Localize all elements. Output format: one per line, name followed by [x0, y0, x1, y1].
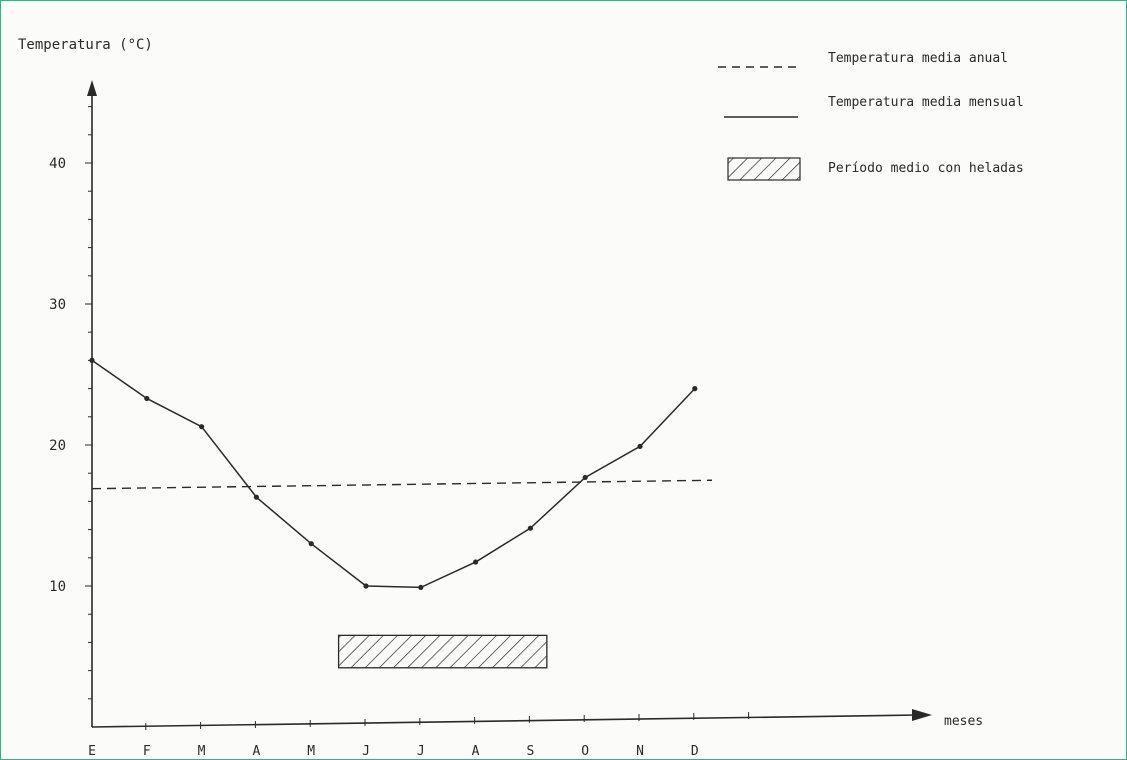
monthly-point	[582, 474, 588, 481]
x-tick-label: D	[691, 744, 699, 759]
axes	[87, 80, 932, 728]
x-tick-label: E	[88, 744, 96, 759]
x-tick-label: S	[526, 744, 534, 759]
legend-label-annual: Temperatura media anual	[828, 51, 1008, 66]
monthly-mean-line	[91, 359, 696, 589]
x-tick-label: J	[362, 744, 370, 759]
monthly-point	[144, 395, 150, 402]
monthly-point	[527, 525, 534, 531]
monthly-point	[418, 584, 424, 591]
x-tick-label: J	[417, 744, 425, 759]
y-tick-label: 30	[49, 297, 66, 313]
legend: Temperatura media anual Temperatura medi…	[718, 51, 1024, 181]
monthly-mean-series	[89, 357, 698, 591]
monthly-point	[253, 494, 259, 500]
x-axis-title: meses	[944, 714, 983, 729]
x-tick-label: M	[198, 744, 206, 759]
y-ticks: 10 20 30 40	[49, 106, 92, 700]
legend-label-frost: Período medio con heladas	[828, 161, 1024, 176]
y-tick-label: 40	[49, 156, 66, 172]
x-tick-label: M	[307, 744, 315, 759]
monthly-point	[89, 357, 95, 363]
monthly-point	[473, 559, 479, 565]
monthly-point	[363, 583, 369, 589]
monthly-point	[308, 541, 314, 547]
x-axis-arrow	[912, 709, 932, 721]
frost-period	[337, 634, 548, 669]
x-tick-label: O	[581, 744, 589, 759]
monthly-point	[637, 443, 643, 450]
annual-mean-series	[91, 479, 713, 490]
monthly-point	[199, 424, 205, 430]
x-tick-label: A	[252, 744, 260, 759]
x-tick-label: F	[143, 744, 151, 759]
legend-marker-hatched	[727, 157, 801, 181]
frost-period-bar	[337, 634, 548, 669]
monthly-point	[692, 386, 698, 392]
legend-label-monthly: Temperatura media mensual	[828, 95, 1024, 110]
annual-mean-line	[91, 479, 713, 490]
x-tick-label: A	[472, 744, 480, 759]
y-tick-label: 20	[49, 438, 66, 454]
y-tick-label: 10	[49, 579, 66, 595]
x-tick-label: N	[636, 744, 644, 759]
y-axis-arrow	[87, 80, 97, 96]
x-axis-line	[91, 714, 919, 728]
y-axis-title: Temperatura (°C)	[18, 37, 153, 53]
